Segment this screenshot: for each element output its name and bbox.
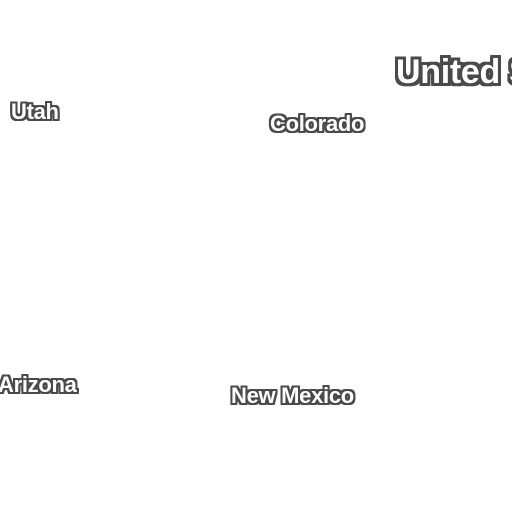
country-label-united-states: United S (396, 53, 512, 91)
state-label-utah: Utah (11, 99, 59, 124)
state-label-new-mexico: New Mexico (231, 383, 354, 408)
state-label-colorado: Colorado (270, 111, 365, 136)
state-label-arizona: Arizona (0, 372, 77, 397)
